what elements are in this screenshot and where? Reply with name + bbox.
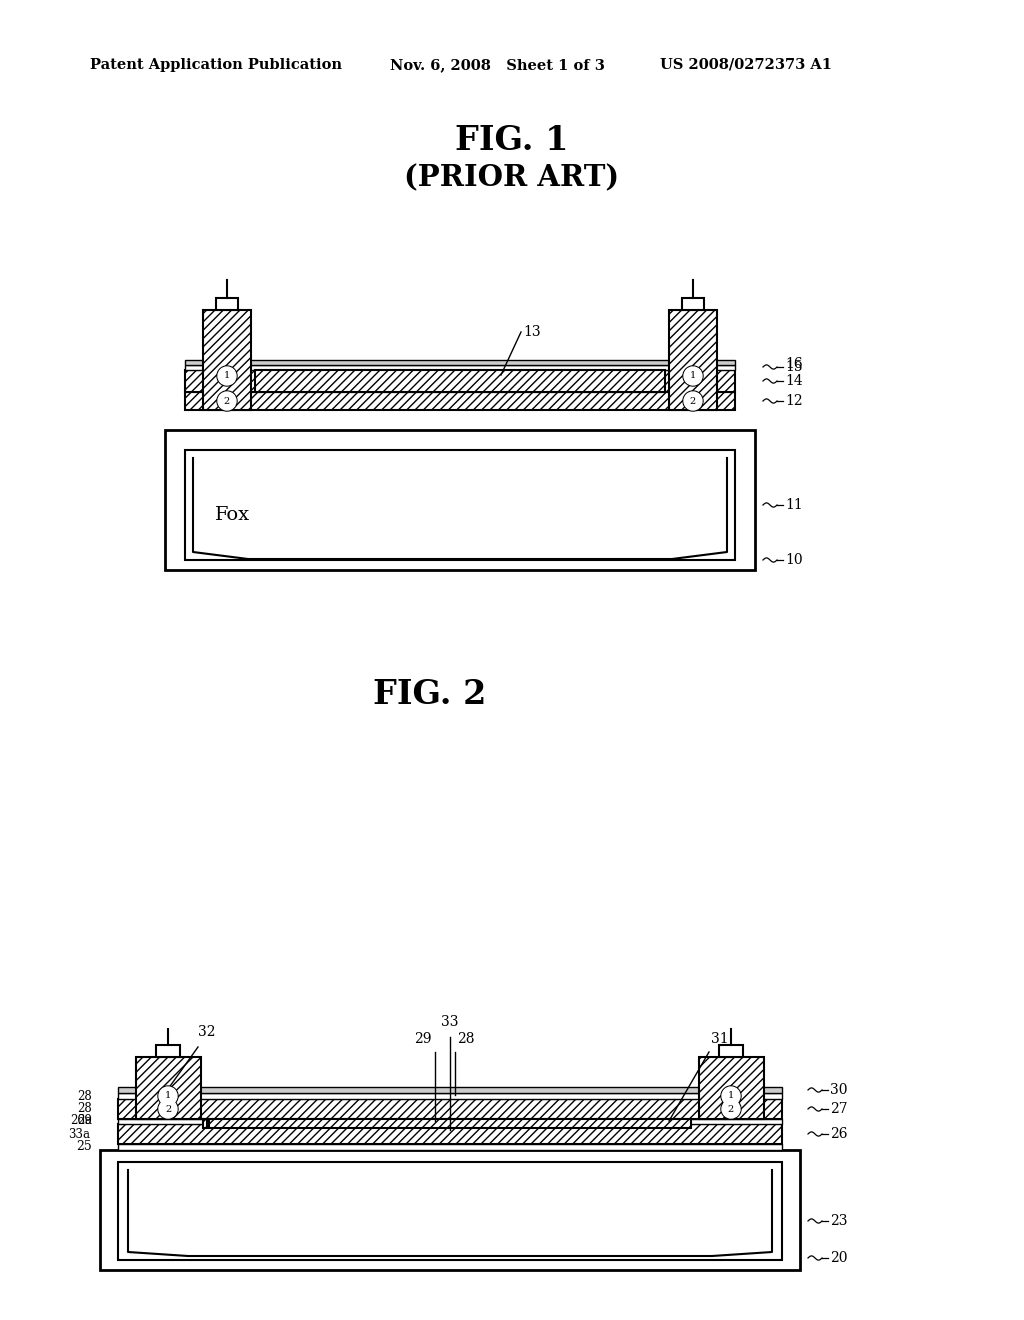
Bar [118, 1125, 782, 1144]
Bar [185, 370, 735, 392]
Bar [165, 430, 755, 570]
Text: 28: 28 [77, 1089, 92, 1102]
Text: 12: 12 [785, 393, 803, 408]
Text: 11: 11 [785, 498, 803, 512]
Circle shape [722, 1100, 740, 1118]
Text: 28: 28 [77, 1102, 92, 1115]
Text: US 2008/0272373 A1: US 2008/0272373 A1 [660, 58, 831, 73]
Bar [203, 310, 251, 411]
Bar [100, 1150, 800, 1270]
Text: 33: 33 [441, 1015, 459, 1030]
Text: 16: 16 [785, 356, 803, 371]
Circle shape [217, 366, 237, 385]
Text: 14: 14 [785, 374, 803, 388]
Circle shape [158, 1086, 178, 1106]
Text: Patent Application Publication: Patent Application Publication [90, 58, 342, 73]
Bar [682, 298, 705, 310]
Text: 25: 25 [76, 1140, 92, 1154]
Text: Nov. 6, 2008   Sheet 1 of 3: Nov. 6, 2008 Sheet 1 of 3 [390, 58, 605, 73]
Circle shape [721, 1086, 741, 1106]
Text: 2: 2 [165, 1105, 171, 1114]
Text: 31: 31 [711, 1032, 729, 1045]
Bar [185, 366, 735, 370]
Bar [185, 392, 735, 411]
Circle shape [684, 367, 702, 385]
Bar [209, 1119, 691, 1129]
Circle shape [684, 392, 702, 411]
Circle shape [683, 391, 703, 411]
Bar [156, 1045, 180, 1057]
Bar [118, 1162, 782, 1261]
Text: 13: 13 [523, 325, 541, 339]
Text: 32: 32 [198, 1026, 215, 1039]
Circle shape [722, 1086, 740, 1105]
Bar [118, 1093, 782, 1100]
Bar [118, 1100, 782, 1119]
Bar [118, 1119, 782, 1125]
Text: 26: 26 [830, 1127, 848, 1140]
Bar [118, 1086, 782, 1093]
Bar [185, 360, 735, 366]
Text: 33a: 33a [68, 1127, 90, 1140]
Bar [185, 450, 735, 560]
Circle shape [218, 392, 236, 411]
Circle shape [721, 1100, 741, 1119]
Text: 28: 28 [457, 1032, 474, 1045]
Circle shape [159, 1100, 177, 1118]
Text: 2: 2 [728, 1105, 734, 1114]
Bar [669, 310, 717, 411]
Text: 15: 15 [785, 360, 803, 374]
Bar [216, 298, 238, 310]
Text: 2: 2 [690, 396, 696, 405]
Bar [203, 1119, 207, 1129]
Bar [699, 1057, 764, 1119]
Bar [719, 1045, 743, 1057]
Text: 26a: 26a [70, 1114, 92, 1127]
Text: 1: 1 [690, 371, 696, 380]
Text: (PRIOR ART): (PRIOR ART) [404, 164, 620, 193]
Text: 27: 27 [830, 1102, 848, 1115]
Text: 29: 29 [77, 1114, 92, 1127]
Bar [118, 1144, 782, 1150]
Text: 1: 1 [728, 1092, 734, 1101]
Circle shape [158, 1100, 178, 1119]
Bar [255, 370, 665, 392]
Text: 29: 29 [415, 1032, 432, 1045]
Text: 1: 1 [165, 1092, 171, 1101]
Circle shape [159, 1086, 177, 1105]
Text: FIG. 1: FIG. 1 [456, 124, 568, 157]
Text: Fox: Fox [215, 506, 250, 524]
Text: 30: 30 [830, 1082, 848, 1097]
Circle shape [217, 391, 237, 411]
Text: FIG. 2: FIG. 2 [374, 678, 486, 711]
Circle shape [683, 366, 703, 385]
Bar [136, 1057, 201, 1119]
Text: 23: 23 [830, 1214, 848, 1228]
Circle shape [218, 367, 236, 385]
Text: 10: 10 [785, 553, 803, 568]
Text: 2: 2 [224, 396, 230, 405]
Text: 20: 20 [830, 1251, 848, 1265]
Text: 1: 1 [224, 371, 230, 380]
